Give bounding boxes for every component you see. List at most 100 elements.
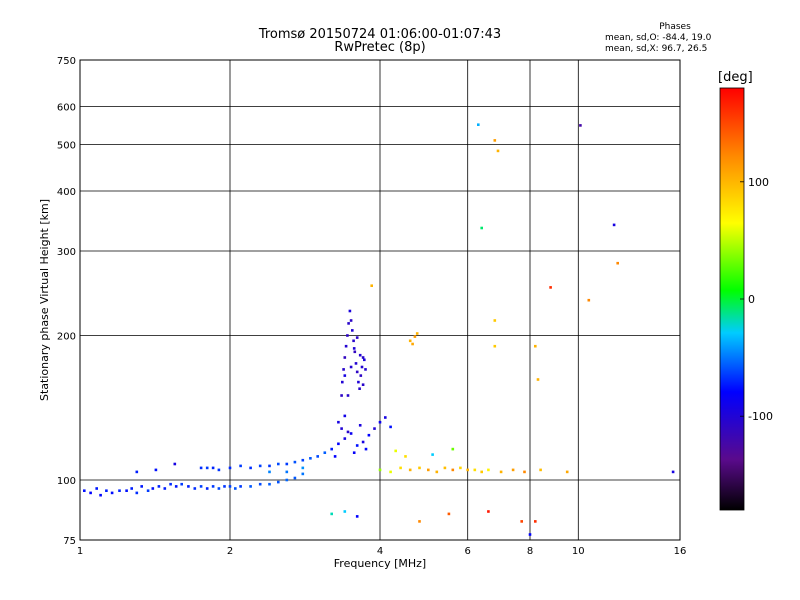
data-point [511, 468, 515, 472]
data-point [99, 493, 102, 497]
grid [80, 60, 680, 540]
data-point [323, 451, 327, 454]
data-point [239, 485, 242, 488]
data-point [293, 460, 297, 464]
data-point [523, 470, 526, 474]
data-point [258, 464, 262, 468]
data-point [343, 437, 347, 440]
data-point [268, 464, 271, 468]
data-point [349, 365, 353, 369]
chart-subtitle: RwPretec (8p) [334, 40, 426, 55]
data-point [549, 286, 552, 289]
y-tick-label: 200 [57, 332, 76, 343]
data-point [343, 414, 347, 418]
data-point [330, 447, 333, 451]
data-point [493, 344, 497, 348]
y-tick-label: 750 [57, 56, 76, 67]
data-point [249, 466, 252, 470]
data-point [277, 462, 280, 466]
data-point [359, 374, 363, 377]
data-point [95, 487, 98, 490]
data-point [671, 470, 675, 474]
data-point [234, 487, 237, 490]
data-point [205, 487, 209, 490]
data-point [352, 339, 355, 343]
data-point [169, 482, 172, 486]
data-point [135, 491, 139, 495]
data-point [534, 520, 537, 523]
data-point [435, 470, 439, 474]
data-point [353, 350, 357, 354]
data-point [349, 432, 353, 435]
data-point [361, 440, 365, 444]
data-point [125, 489, 128, 492]
data-point [301, 472, 305, 476]
data-point [355, 370, 359, 374]
data-point [337, 442, 340, 446]
data-point [466, 468, 469, 472]
data-point [293, 476, 297, 480]
data-point [352, 347, 356, 350]
data-point [404, 455, 407, 458]
data-point [199, 466, 203, 470]
y-tick-label: 600 [57, 103, 76, 114]
data-point [340, 394, 343, 397]
data-point [539, 468, 542, 472]
data-point [346, 394, 350, 397]
phases-title: Phases [659, 22, 691, 32]
x-tick-label: 16 [674, 546, 687, 557]
data-point [520, 520, 523, 523]
data-point [451, 468, 455, 472]
y-tick-label: 400 [57, 187, 76, 198]
y-tick-label: 300 [57, 247, 76, 258]
data-point [355, 336, 359, 339]
data-point [347, 322, 350, 325]
data-point [579, 124, 582, 127]
data-point [358, 353, 362, 357]
data-point [217, 468, 221, 472]
data-point [344, 344, 348, 348]
y-tick-label: 100 [57, 476, 76, 487]
data-point [378, 468, 382, 472]
data-point [361, 356, 365, 359]
data-point [411, 342, 414, 346]
x-tick-label: 2 [227, 546, 233, 557]
data-point [358, 387, 361, 390]
data-point [135, 470, 139, 474]
data-point [477, 123, 480, 126]
data-point [427, 468, 430, 472]
data-point [480, 226, 483, 230]
x-tick-label: 1 [77, 546, 83, 557]
data-point [343, 356, 347, 359]
x-tick-label: 8 [527, 546, 533, 557]
data-point [187, 485, 190, 488]
x-tick-label: 6 [465, 546, 471, 557]
y-axis-label: Stationary phase Virtual Height [km] [38, 199, 51, 401]
data-point [268, 470, 271, 474]
data-point [394, 449, 397, 453]
data-point [358, 424, 362, 427]
data-point [174, 485, 178, 488]
data-point [499, 470, 503, 474]
colorbar-ticks: 100 0 -100 [740, 176, 773, 423]
data-point [399, 466, 402, 470]
data-point [364, 447, 368, 451]
data-point [408, 339, 412, 343]
data-point [431, 453, 434, 456]
data-point [378, 420, 382, 424]
x-axis-label: Frequency [MHz] [334, 557, 426, 570]
data-point [330, 512, 333, 516]
y-tick-label: 500 [57, 141, 76, 152]
data-point [536, 378, 540, 381]
data-point [355, 515, 359, 518]
phases-x-line: mean, sd,X: 96.7, 26.5 [605, 44, 708, 54]
data-point [146, 489, 150, 492]
data-point [343, 374, 347, 377]
chart-title: Tromsø 20150724 01:06:00-01:07:43 [258, 27, 502, 42]
data-point [301, 458, 305, 462]
data-point [367, 433, 371, 437]
colorbar-tick-label: -100 [748, 410, 773, 423]
data-point [418, 520, 421, 523]
data-point [173, 462, 177, 466]
